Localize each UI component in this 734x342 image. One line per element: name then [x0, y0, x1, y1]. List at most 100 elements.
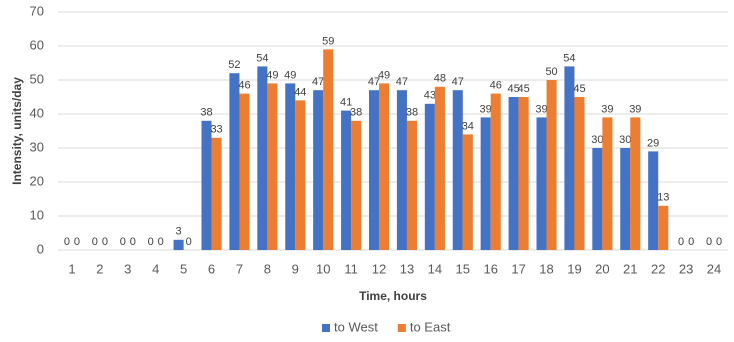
- y-tick-label: 70: [30, 3, 44, 18]
- x-tick-label: 16: [483, 261, 497, 276]
- bar: [452, 90, 463, 250]
- value-label: 45: [507, 83, 519, 95]
- bar: [323, 49, 334, 251]
- value-label: 44: [294, 86, 306, 98]
- x-tick-label: 22: [651, 261, 665, 276]
- value-label: 13: [657, 192, 669, 204]
- bar: [267, 83, 278, 251]
- value-label: 0: [186, 236, 192, 248]
- value-label: 38: [200, 107, 212, 119]
- value-label: 46: [238, 80, 250, 92]
- bar: [630, 117, 641, 251]
- bar: [592, 148, 603, 250]
- value-label: 46: [490, 80, 502, 92]
- bar: [518, 97, 529, 250]
- bar: [620, 148, 631, 250]
- bar: [351, 120, 362, 250]
- x-tick-label: 4: [152, 261, 159, 276]
- legend-swatch: [397, 324, 406, 332]
- value-label: 0: [64, 236, 70, 248]
- value-label: 45: [573, 83, 585, 95]
- bar: [396, 90, 407, 250]
- bar: [462, 134, 473, 250]
- x-tick-label: 2: [96, 261, 103, 276]
- x-tick-label: 23: [679, 261, 693, 276]
- value-label: 49: [284, 69, 296, 81]
- x-tick-label: 12: [372, 261, 386, 276]
- legend-swatch: [322, 324, 330, 332]
- bar: [434, 86, 445, 250]
- bar: [546, 80, 557, 250]
- bar: [173, 239, 184, 250]
- value-label: 0: [688, 236, 694, 248]
- bar: [295, 100, 306, 251]
- bar: [574, 97, 585, 250]
- y-tick-label: 20: [30, 173, 44, 188]
- value-label: 0: [716, 236, 722, 248]
- legend-label: to East: [410, 319, 451, 334]
- value-label: 52: [228, 59, 240, 71]
- value-label: 0: [74, 236, 80, 248]
- x-tick-label: 11: [344, 261, 358, 276]
- value-label: 29: [647, 137, 659, 149]
- x-tick-label: 5: [180, 261, 187, 276]
- x-tick-label: 17: [511, 261, 525, 276]
- bar: [211, 137, 222, 250]
- bar: [368, 90, 380, 250]
- value-label: 0: [678, 236, 684, 248]
- bar: [508, 97, 519, 250]
- value-label: 54: [256, 52, 268, 64]
- y-axis-title: Intensity, units/day: [10, 77, 24, 185]
- bar: [201, 120, 212, 250]
- bar: [648, 151, 659, 250]
- value-label: 47: [312, 76, 324, 88]
- bar: [239, 93, 250, 250]
- x-tick-label: 7: [236, 261, 243, 276]
- value-label: 3: [176, 226, 182, 238]
- x-tick-label: 1: [68, 261, 75, 276]
- bar: [341, 110, 352, 250]
- bar: [379, 83, 390, 251]
- value-label: 39: [535, 103, 547, 115]
- value-label: 0: [92, 236, 98, 248]
- value-label: 39: [601, 103, 613, 115]
- bar: [313, 90, 324, 250]
- y-tick-label: 30: [30, 139, 44, 154]
- value-label: 43: [424, 90, 436, 102]
- value-label: 38: [406, 107, 418, 119]
- bar: [406, 120, 418, 250]
- value-label: 0: [130, 236, 136, 248]
- bar: [658, 205, 669, 250]
- x-tick-label: 10: [316, 261, 330, 276]
- bar: [602, 117, 613, 251]
- bar: [257, 66, 268, 251]
- y-tick-label: 10: [30, 207, 44, 222]
- value-label: 50: [545, 66, 557, 78]
- value-label: 0: [706, 236, 712, 248]
- x-tick-label: 9: [292, 261, 299, 276]
- value-label: 30: [619, 134, 631, 146]
- value-label: 33: [210, 124, 222, 136]
- bar: [229, 73, 240, 250]
- legend-label: to West: [334, 319, 378, 334]
- value-label: 54: [563, 52, 575, 64]
- x-tick-label: 20: [595, 261, 609, 276]
- bar: [480, 117, 491, 251]
- value-label: 30: [591, 134, 603, 146]
- value-label: 47: [396, 76, 408, 88]
- value-label: 49: [378, 69, 390, 81]
- x-tick-label: 14: [428, 261, 442, 276]
- value-label: 0: [102, 236, 108, 248]
- bar: [490, 93, 501, 250]
- value-label: 0: [158, 236, 164, 248]
- x-tick-label: 13: [400, 261, 414, 276]
- value-label: 39: [629, 103, 641, 115]
- bar: [564, 66, 575, 251]
- value-label: 47: [368, 76, 380, 88]
- x-tick-label: 15: [456, 261, 470, 276]
- y-tick-label: 60: [30, 37, 44, 52]
- value-label: 39: [480, 103, 492, 115]
- value-label: 59: [322, 35, 334, 47]
- y-tick-label: 50: [30, 71, 44, 86]
